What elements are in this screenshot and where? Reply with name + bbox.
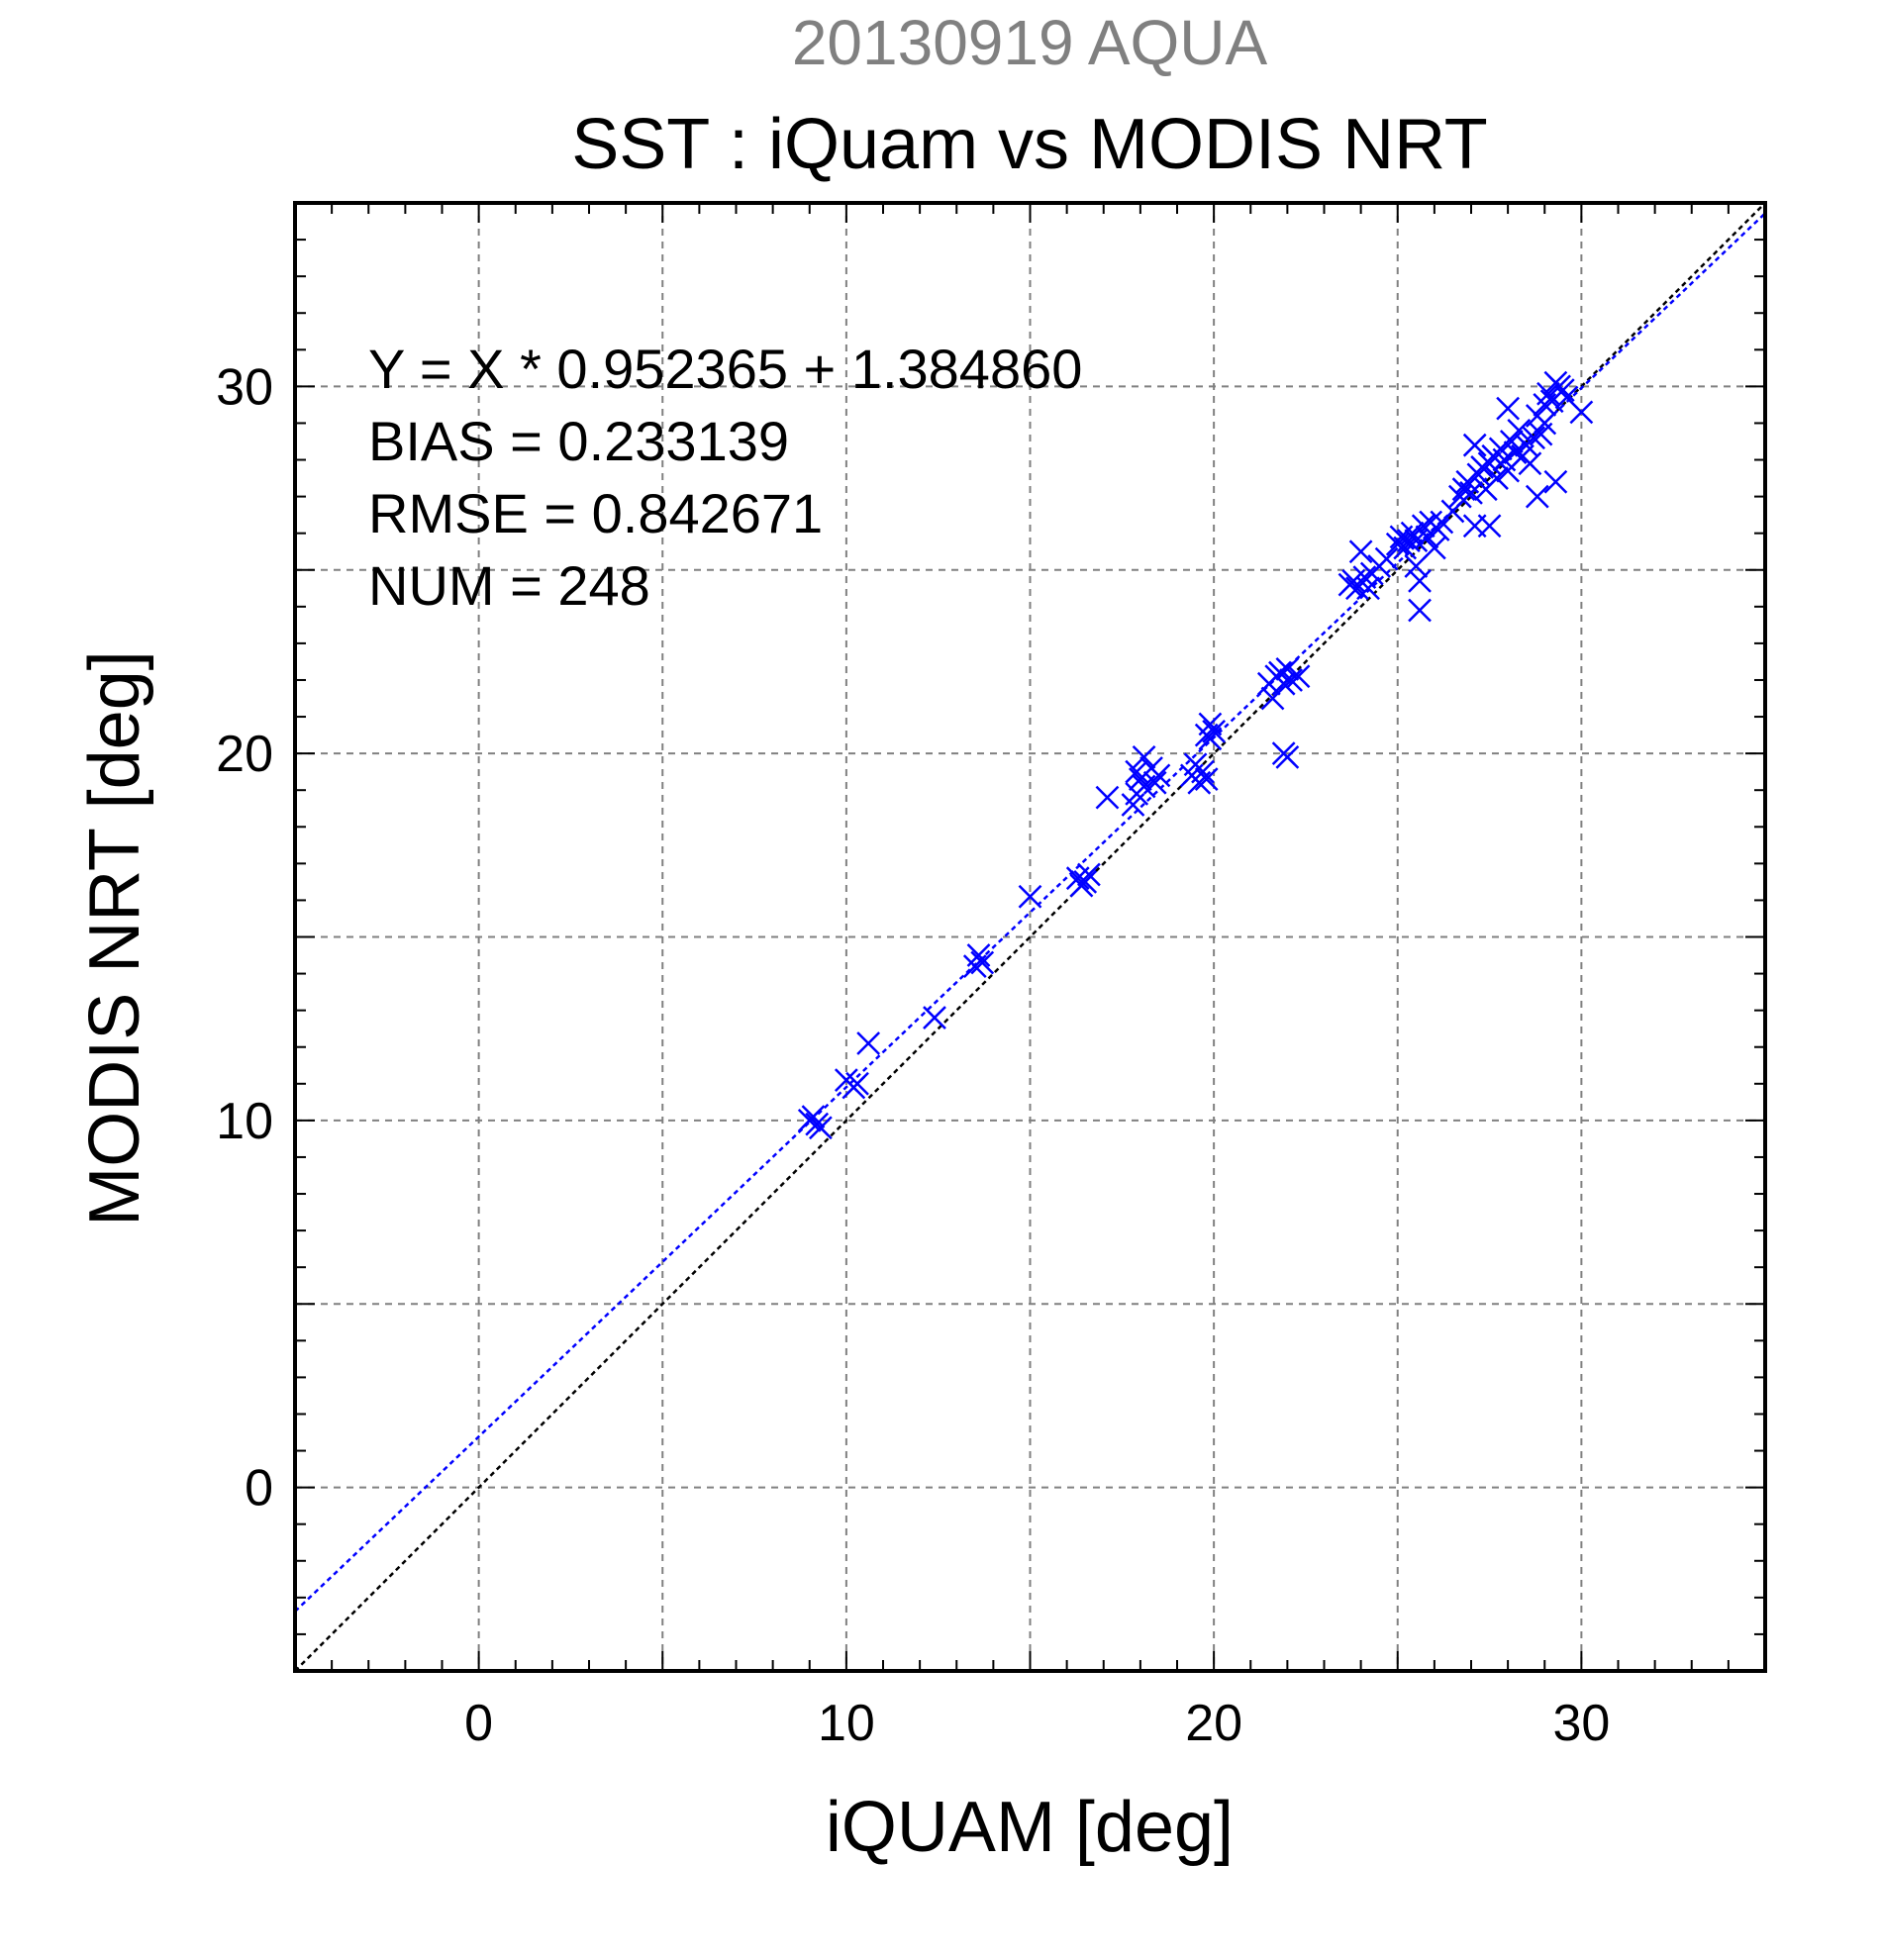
data-point	[1069, 873, 1094, 898]
data-point	[1400, 521, 1425, 545]
y-tick-label: 0	[245, 1460, 273, 1518]
data-point	[845, 1071, 869, 1096]
data-point	[923, 1006, 946, 1029]
data-point	[797, 1108, 822, 1132]
plot-frame	[293, 201, 1767, 1673]
data-point	[1485, 466, 1509, 490]
y-tick-label: 30	[216, 358, 273, 416]
data-point	[1477, 514, 1502, 539]
data-point	[1018, 884, 1042, 909]
data-point	[966, 943, 991, 967]
data-point	[1132, 744, 1156, 769]
data-point	[1348, 539, 1373, 564]
data-point	[1202, 719, 1227, 743]
data-point	[1533, 411, 1557, 436]
data-point	[1095, 785, 1120, 810]
data-point	[1477, 451, 1502, 476]
data-point	[1125, 759, 1149, 784]
data-point	[1503, 441, 1528, 464]
data-point	[1260, 686, 1285, 711]
x-tick-label: 10	[818, 1695, 875, 1752]
stat-line: RMSE = 0.842671	[368, 482, 823, 544]
data-point	[1146, 763, 1171, 788]
data-point	[1191, 759, 1215, 784]
data-point	[1459, 481, 1483, 505]
data-point	[1198, 727, 1223, 751]
data-point	[1507, 418, 1532, 442]
data-point	[1422, 536, 1446, 560]
grid-lines	[295, 203, 1765, 1671]
data-point	[1279, 668, 1303, 692]
y-tick-label: 10	[216, 1093, 273, 1150]
x-axis-label: iQUAM [deg]	[826, 1788, 1234, 1867]
data-point	[1077, 862, 1101, 887]
stat-line: BIAS = 0.233139	[368, 410, 789, 472]
data-point	[1543, 469, 1568, 494]
data-point	[1440, 499, 1465, 524]
data-point	[1426, 518, 1450, 541]
data-point	[1404, 554, 1429, 578]
data-point	[1356, 576, 1380, 601]
data-point	[1408, 568, 1432, 593]
data-point	[970, 950, 995, 975]
data-point	[1408, 598, 1432, 623]
x-tick-label: 30	[1552, 1695, 1610, 1752]
data-point	[856, 1031, 881, 1055]
x-tick-label: 20	[1185, 1695, 1242, 1752]
stat-line: NUM = 248	[368, 554, 650, 617]
y-tick-label: 20	[216, 726, 273, 783]
data-point	[1142, 770, 1167, 795]
data-point	[1518, 451, 1542, 476]
y-axis-label: MODIS NRT [deg]	[75, 650, 154, 1226]
data-point	[1286, 664, 1311, 689]
data-point	[1569, 400, 1594, 425]
data-point	[809, 1116, 833, 1140]
data-point	[1462, 433, 1487, 457]
data-point	[1271, 671, 1296, 696]
x-tick-label: 0	[464, 1695, 493, 1752]
data-point	[1496, 396, 1521, 421]
data-point	[1393, 536, 1418, 560]
statistics-box: Y = X * 0.952365 + 1.384860 BIAS = 0.2331…	[368, 338, 1082, 617]
data-point	[1374, 546, 1399, 571]
chart-title: SST : iQuam vs MODIS NRT	[571, 105, 1488, 184]
data-point	[1525, 484, 1549, 509]
data-point	[1536, 381, 1560, 406]
chart-supertitle: 20130919 AQUA	[792, 7, 1268, 78]
data-point	[1194, 767, 1219, 791]
tick-labels: 0 10 20 30 0 10 20 30	[216, 358, 1610, 1752]
data-point	[1522, 426, 1545, 450]
data-point	[1275, 744, 1300, 769]
data-point	[1550, 378, 1575, 402]
stat-line: Y = X * 0.952365 + 1.384860	[368, 338, 1082, 400]
data-points	[797, 370, 1594, 1140]
